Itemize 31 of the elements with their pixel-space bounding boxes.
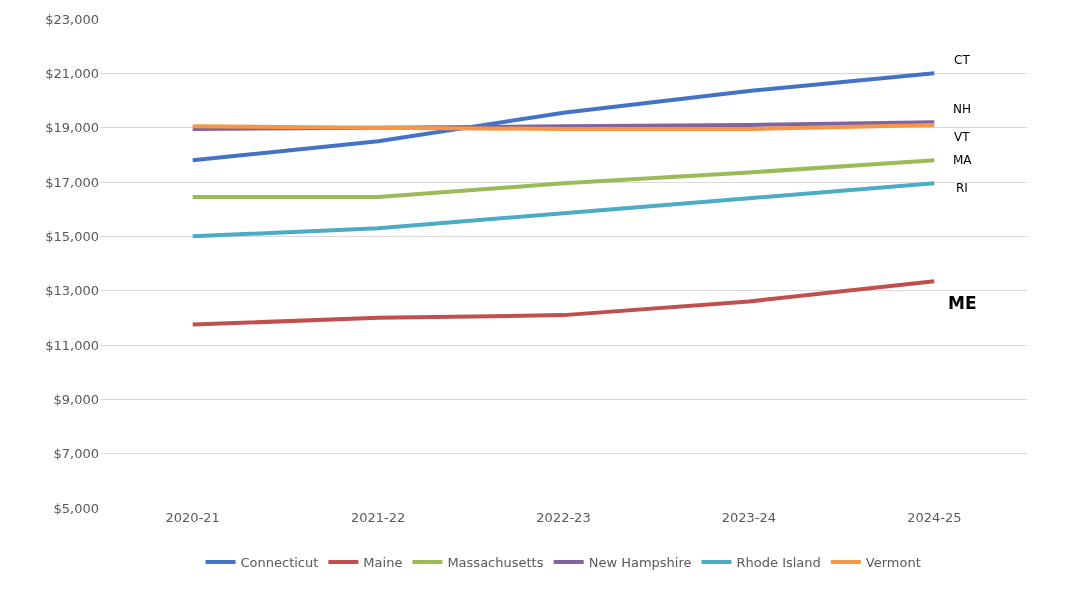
legend-label: Massachusetts	[447, 555, 544, 571]
y-tick-label: $19,000	[45, 120, 99, 136]
legend-label: Connecticut	[240, 555, 319, 571]
annotation: RI	[956, 181, 968, 195]
line-series	[190, 181, 937, 239]
x-tick-label: 2024-25	[907, 510, 962, 525]
x-tick-label: 2021-22	[350, 510, 406, 525]
legend-label: Rhode Island	[736, 555, 821, 571]
annotation: CT	[954, 53, 971, 67]
y-tick-label: $7,000	[53, 446, 99, 462]
y-tick-label: $23,000	[45, 11, 99, 27]
y-tick-label: $11,000	[45, 337, 99, 353]
y-tick-label: $9,000	[53, 391, 99, 407]
y-tick-label: $13,000	[45, 283, 99, 299]
legend-label: New Hampshire	[588, 555, 692, 571]
x-tick-label: 2023-24	[721, 510, 777, 525]
annotation: VT	[954, 130, 971, 144]
line-series	[190, 279, 937, 327]
y-tick-label: $21,000	[45, 65, 99, 81]
y-tick-label: $5,000	[53, 500, 99, 516]
annotation: MA	[953, 153, 973, 167]
y-tick-label: $15,000	[45, 228, 99, 244]
line-series	[190, 71, 937, 163]
annotation: NH	[953, 102, 971, 116]
legend-label: Maine	[363, 555, 403, 571]
x-tick-label: 2020-21	[165, 510, 220, 525]
x-tick-label: 2022-23	[536, 510, 591, 525]
legend-label: Vermont	[865, 555, 921, 571]
y-tick-label: $17,000	[45, 174, 99, 190]
annotation: ME	[948, 293, 977, 313]
line-series	[190, 158, 937, 199]
